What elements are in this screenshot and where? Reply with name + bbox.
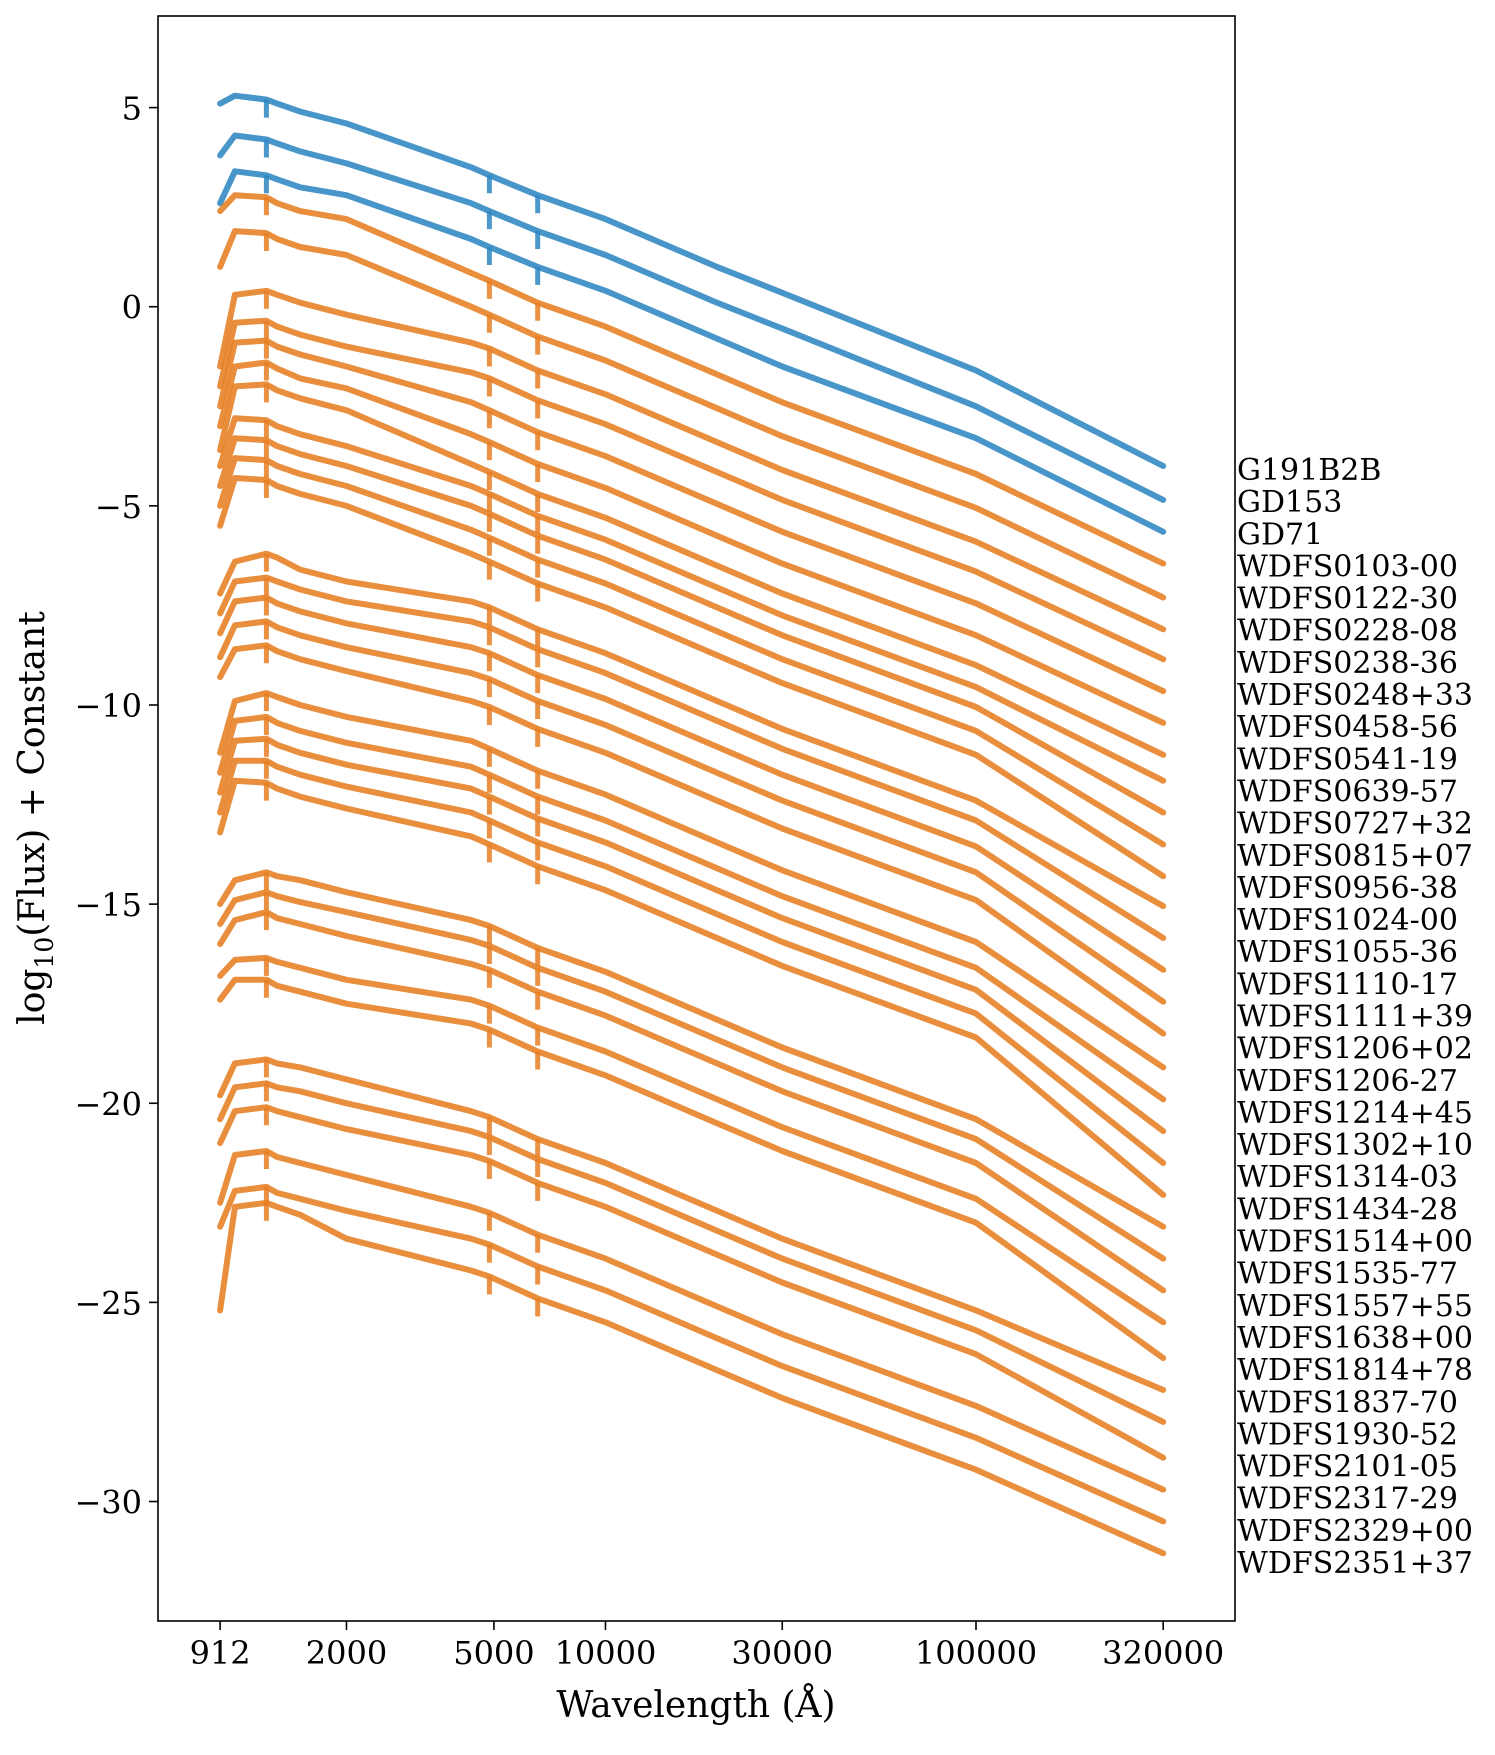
series-label: WDFS2329+00	[1237, 1514, 1473, 1549]
series-label: WDFS0122-30	[1237, 582, 1458, 617]
x-tick-label: 320000	[1102, 1634, 1224, 1672]
series-label: WDFS2317-29	[1237, 1482, 1458, 1517]
series-label: WDFS1055-36	[1237, 935, 1458, 970]
series-line	[217, 713, 1167, 1103]
series-label: WDFS1814+78	[1237, 1353, 1473, 1388]
series-label: WDFS1206-27	[1237, 1064, 1458, 1099]
x-tick-label: 10000	[555, 1634, 657, 1672]
series-line	[217, 192, 1167, 567]
x-axis-ticks: 912 2000 5000 10000 30000 100000 320000	[190, 1621, 1224, 1672]
series-label: WDFS1110-17	[1237, 967, 1458, 1002]
x-tick-label: 100000	[915, 1634, 1037, 1672]
series-label: WDFS0956-38	[1237, 871, 1458, 906]
series-line	[217, 92, 1167, 469]
y-tick-label: −20	[74, 1085, 142, 1123]
y-tick-label: −10	[74, 687, 142, 725]
series-label: WDFS2351+37	[1237, 1546, 1473, 1581]
series-label: WDFS1302+10	[1237, 1128, 1473, 1163]
y-tick-label: −30	[74, 1484, 142, 1522]
series-label: WDFS0248+33	[1237, 678, 1473, 713]
series-label: WDFS1837-70	[1237, 1385, 1458, 1420]
y-tick-label: −5	[95, 488, 142, 526]
y-tick-label: −15	[74, 886, 142, 924]
series-label: WDFS1314-03	[1237, 1160, 1458, 1195]
y-axis-label-subscript: 10	[30, 937, 59, 969]
series-label: WDFS0639-57	[1237, 774, 1458, 809]
y-axis-label: log10(Flux) + Constant	[12, 611, 59, 1025]
series-label: WDFS1434-28	[1237, 1192, 1458, 1227]
series-layer	[217, 92, 1167, 1557]
y-tick-label: 5	[122, 90, 142, 128]
series-labels: G191B2BGD153GD71WDFS0103-00WDFS0122-30WD…	[1237, 453, 1473, 1581]
y-tick-label: 0	[122, 289, 142, 327]
series-label: WDFS0458-56	[1237, 710, 1458, 745]
series-label: WDFS0228-08	[1237, 614, 1458, 649]
x-tick-label: 912	[190, 1634, 251, 1672]
series-label: WDFS1111+39	[1237, 1000, 1473, 1035]
series-label: WDFS0238-36	[1237, 646, 1458, 681]
x-tick-label: 2000	[306, 1634, 387, 1672]
series-label: WDFS1206+02	[1237, 1032, 1473, 1067]
y-tick-label: −25	[74, 1284, 142, 1322]
series-label: WDFS0541-19	[1237, 742, 1458, 777]
series-label: WDFS1024-00	[1237, 903, 1458, 938]
x-axis-label: Wavelength (Å)	[556, 1684, 835, 1726]
y-axis-label-rest: (Flux) + Constant	[12, 611, 53, 937]
series-line	[217, 757, 1167, 1166]
series-line	[217, 1104, 1167, 1461]
series-label: WDFS1638+00	[1237, 1321, 1473, 1356]
x-tick-label: 5000	[453, 1634, 534, 1672]
series-line	[217, 954, 1167, 1326]
series-line	[217, 381, 1167, 758]
series-label: WDFS1514+00	[1237, 1225, 1473, 1260]
series-label: WDFS0103-00	[1237, 549, 1458, 584]
series-label: WDFS1535-77	[1237, 1257, 1458, 1292]
series-label: WDFS1930-52	[1237, 1417, 1458, 1452]
series-label: WDFS0815+07	[1237, 839, 1473, 874]
plot-frame	[157, 15, 1236, 1622]
x-tick-label: 30000	[731, 1634, 833, 1672]
series-label: WDFS2101-05	[1237, 1450, 1458, 1485]
series-label: WDFS1557+55	[1237, 1289, 1473, 1324]
series-line	[217, 909, 1167, 1294]
y-axis-ticks: 5 0 −5 −10 −15 −20 −25 −30	[74, 90, 158, 1522]
series-label: WDFS0727+32	[1237, 807, 1473, 842]
series-label: GD153	[1237, 485, 1342, 520]
series-label: WDFS1214+45	[1237, 1096, 1473, 1131]
y-axis-label-log: log	[12, 969, 53, 1025]
series-label: GD71	[1237, 517, 1323, 552]
series-label: G191B2B	[1237, 453, 1381, 488]
